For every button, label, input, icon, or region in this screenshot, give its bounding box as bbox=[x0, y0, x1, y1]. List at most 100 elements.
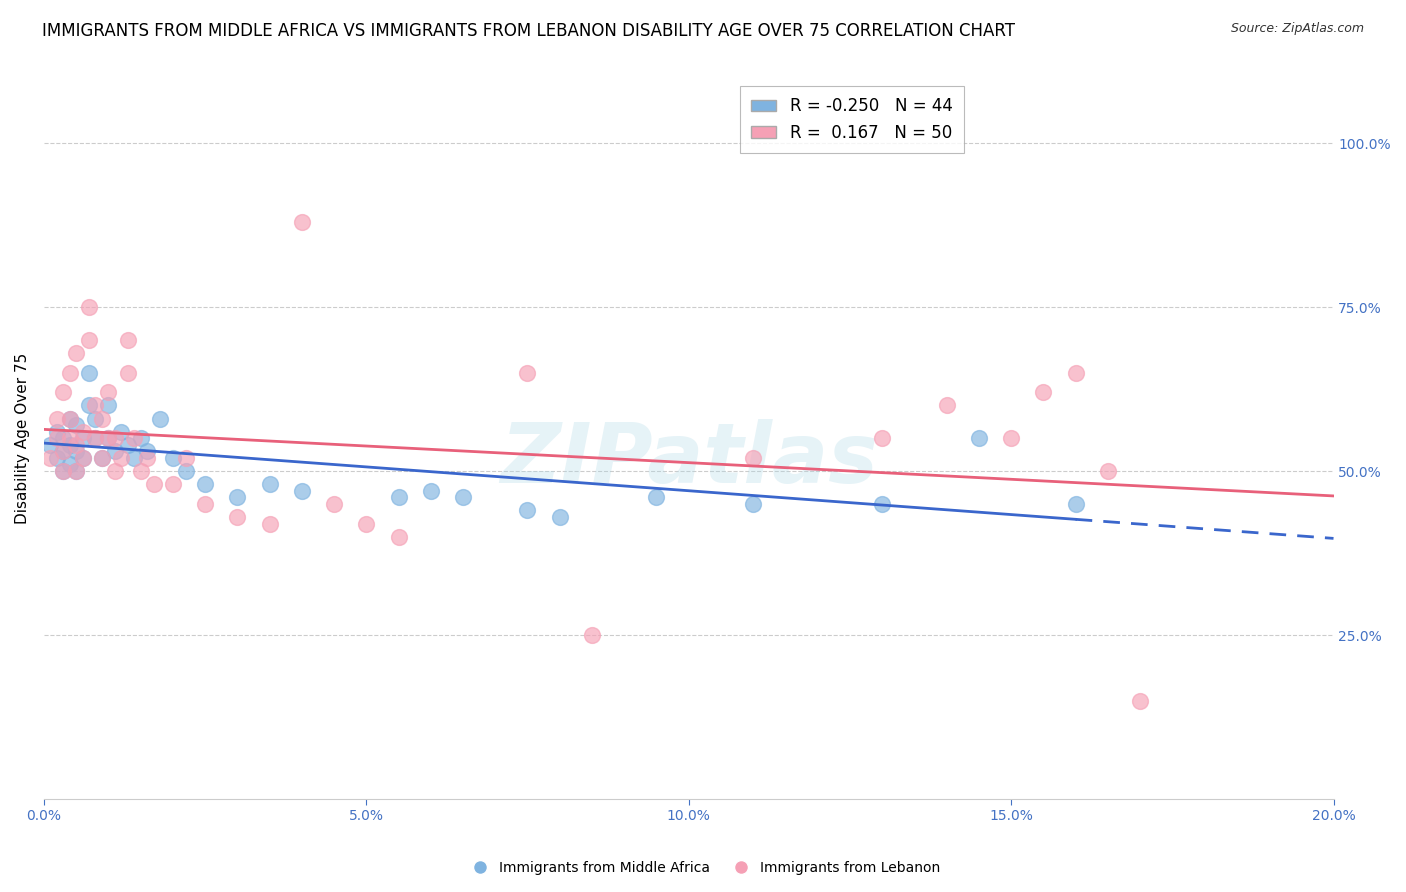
Point bbox=[59, 431, 82, 445]
Point bbox=[1097, 464, 1119, 478]
Point bbox=[935, 399, 957, 413]
Point bbox=[226, 491, 249, 505]
Point bbox=[967, 431, 990, 445]
Point bbox=[39, 450, 62, 465]
Point bbox=[84, 411, 107, 425]
Point bbox=[45, 411, 67, 425]
Point bbox=[72, 450, 94, 465]
Point bbox=[52, 431, 75, 445]
Point bbox=[65, 464, 87, 478]
Point bbox=[110, 425, 132, 439]
Point bbox=[84, 431, 107, 445]
Point bbox=[77, 399, 100, 413]
Text: Source: ZipAtlas.com: Source: ZipAtlas.com bbox=[1230, 22, 1364, 36]
Point bbox=[97, 431, 120, 445]
Point bbox=[129, 464, 152, 478]
Point bbox=[136, 450, 159, 465]
Point bbox=[419, 483, 441, 498]
Point bbox=[1032, 385, 1054, 400]
Point bbox=[1064, 497, 1087, 511]
Point bbox=[45, 425, 67, 439]
Point bbox=[259, 516, 281, 531]
Point bbox=[149, 411, 172, 425]
Point bbox=[117, 366, 139, 380]
Point bbox=[1129, 693, 1152, 707]
Point bbox=[65, 464, 87, 478]
Point bbox=[162, 477, 184, 491]
Point bbox=[117, 333, 139, 347]
Point bbox=[84, 431, 107, 445]
Point bbox=[742, 450, 765, 465]
Point bbox=[548, 510, 571, 524]
Point bbox=[72, 431, 94, 445]
Point bbox=[77, 333, 100, 347]
Point bbox=[291, 483, 314, 498]
Point bbox=[1000, 431, 1022, 445]
Point bbox=[516, 503, 538, 517]
Point bbox=[104, 444, 127, 458]
Point bbox=[356, 516, 378, 531]
Point bbox=[516, 366, 538, 380]
Point bbox=[59, 438, 82, 452]
Point bbox=[162, 450, 184, 465]
Point bbox=[59, 411, 82, 425]
Point bbox=[870, 431, 893, 445]
Point bbox=[117, 438, 139, 452]
Point bbox=[59, 458, 82, 472]
Point bbox=[122, 450, 145, 465]
Point bbox=[194, 477, 217, 491]
Point bbox=[451, 491, 474, 505]
Point bbox=[122, 431, 145, 445]
Point bbox=[59, 366, 82, 380]
Point bbox=[65, 444, 87, 458]
Point bbox=[90, 450, 112, 465]
Point bbox=[52, 464, 75, 478]
Point bbox=[97, 399, 120, 413]
Point bbox=[39, 438, 62, 452]
Point bbox=[323, 497, 346, 511]
Point bbox=[52, 444, 75, 458]
Point bbox=[90, 411, 112, 425]
Point bbox=[110, 450, 132, 465]
Legend: R = -0.250   N = 44, R =  0.167   N = 50: R = -0.250 N = 44, R = 0.167 N = 50 bbox=[740, 86, 965, 153]
Point bbox=[77, 366, 100, 380]
Point bbox=[387, 530, 409, 544]
Point bbox=[97, 431, 120, 445]
Point bbox=[65, 346, 87, 360]
Point bbox=[104, 464, 127, 478]
Point bbox=[65, 418, 87, 433]
Point bbox=[84, 399, 107, 413]
Point bbox=[226, 510, 249, 524]
Point bbox=[59, 411, 82, 425]
Point bbox=[581, 628, 603, 642]
Point bbox=[142, 477, 165, 491]
Point bbox=[129, 431, 152, 445]
Point bbox=[65, 438, 87, 452]
Point bbox=[104, 431, 127, 445]
Point bbox=[77, 300, 100, 314]
Point bbox=[194, 497, 217, 511]
Text: IMMIGRANTS FROM MIDDLE AFRICA VS IMMIGRANTS FROM LEBANON DISABILITY AGE OVER 75 : IMMIGRANTS FROM MIDDLE AFRICA VS IMMIGRA… bbox=[42, 22, 1015, 40]
Point bbox=[259, 477, 281, 491]
Point bbox=[136, 444, 159, 458]
Point bbox=[174, 464, 197, 478]
Point bbox=[291, 215, 314, 229]
Text: ZIPatlas: ZIPatlas bbox=[499, 419, 877, 500]
Y-axis label: Disability Age Over 75: Disability Age Over 75 bbox=[15, 352, 30, 524]
Point bbox=[387, 491, 409, 505]
Point bbox=[52, 444, 75, 458]
Legend: Immigrants from Middle Africa, Immigrants from Lebanon: Immigrants from Middle Africa, Immigrant… bbox=[460, 855, 946, 880]
Point bbox=[45, 450, 67, 465]
Point bbox=[72, 450, 94, 465]
Point bbox=[97, 385, 120, 400]
Point bbox=[174, 450, 197, 465]
Point bbox=[645, 491, 668, 505]
Point bbox=[870, 497, 893, 511]
Point bbox=[52, 385, 75, 400]
Point bbox=[1064, 366, 1087, 380]
Point bbox=[52, 464, 75, 478]
Point bbox=[45, 431, 67, 445]
Point bbox=[742, 497, 765, 511]
Point bbox=[72, 425, 94, 439]
Point bbox=[90, 450, 112, 465]
